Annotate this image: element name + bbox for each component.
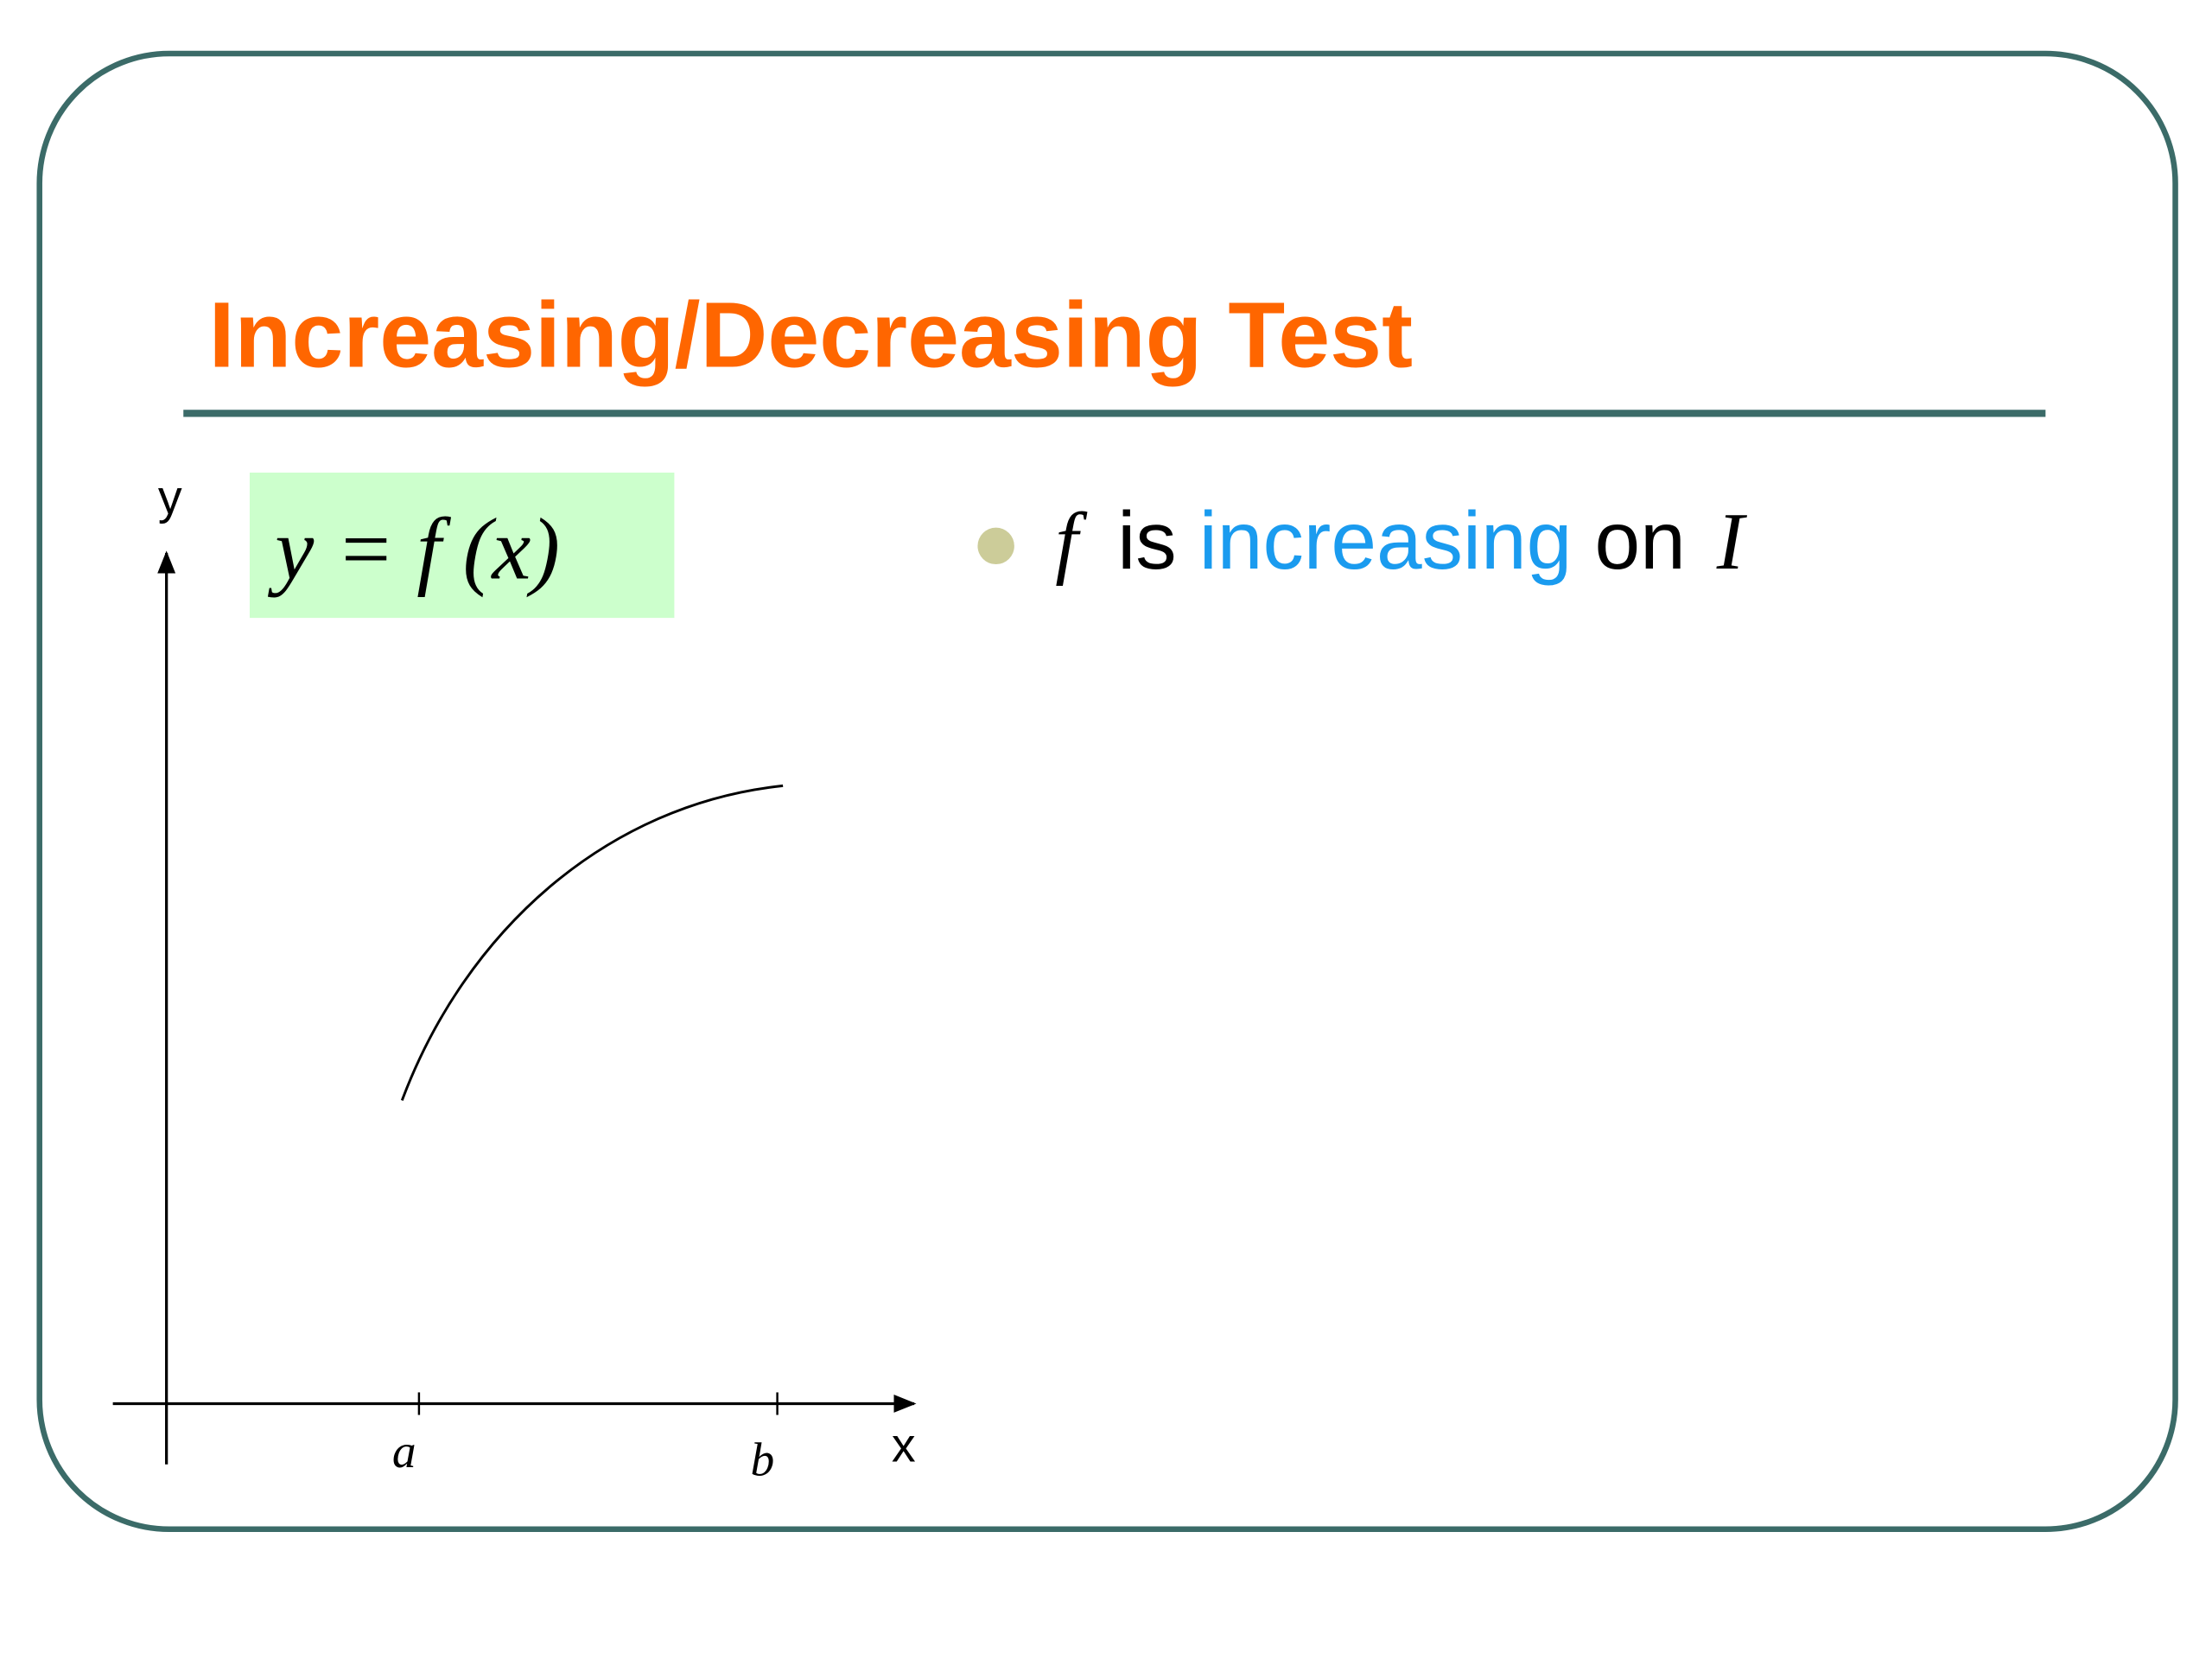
- bullet-text: f is increasing on I: [1055, 495, 1748, 587]
- slide-title: Increasing/Decreasing Test: [209, 282, 1413, 386]
- bullet-is: is: [1117, 495, 1176, 587]
- function-curve: [400, 784, 784, 1101]
- bullet-on: on: [1594, 495, 1685, 587]
- slide-frame: [36, 50, 2178, 1533]
- bullet-I: I: [1716, 497, 1748, 587]
- x-axis-label: x: [892, 1418, 916, 1471]
- bullet-increasing: increasing: [1199, 495, 1573, 587]
- y-axis-label: y: [158, 470, 182, 524]
- formula: y = f (x): [267, 500, 560, 597]
- formula-box: [249, 472, 675, 619]
- bullet-dot: [977, 527, 1014, 565]
- tick-label-b: b: [751, 1434, 775, 1487]
- tick-label-a: a: [392, 1426, 416, 1478]
